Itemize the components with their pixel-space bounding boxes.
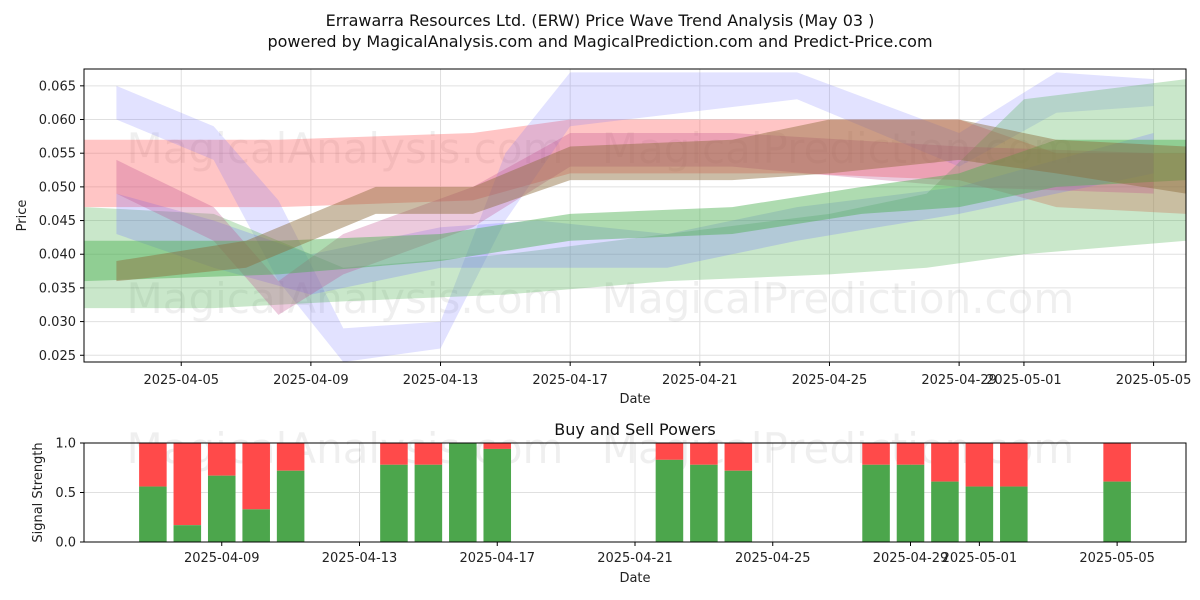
price-ytick-label: 0.035 xyxy=(39,281,76,296)
buy-bar xyxy=(965,486,994,542)
price-axes-frame xyxy=(83,68,1187,363)
signal-xtick-label: 2025-04-29 xyxy=(873,551,949,566)
signal-ytick-label: 1.0 xyxy=(55,437,76,452)
price-band-red xyxy=(84,119,1186,214)
sell-bar xyxy=(655,443,684,460)
price-xtick-label: 2025-04-09 xyxy=(273,373,349,388)
sell-bar xyxy=(931,443,959,482)
buy-bar xyxy=(276,470,305,542)
buy-bar xyxy=(655,459,684,542)
price-xtick-label: 2025-04-21 xyxy=(662,373,738,388)
sell-bar xyxy=(690,443,718,465)
price-ytick-label: 0.045 xyxy=(39,214,76,229)
sell-bar xyxy=(276,443,305,471)
signal-title: Buy and Sell Powers xyxy=(554,420,716,439)
price-band-blue xyxy=(116,72,1154,363)
price-xtick-label: 2025-04-29 xyxy=(921,373,997,388)
buy-bar xyxy=(139,486,167,542)
buy-bar xyxy=(242,509,270,542)
signal-ytick-label: 0.5 xyxy=(55,486,76,501)
buy-bar xyxy=(1103,481,1131,542)
price-xtick-label: 2025-04-17 xyxy=(532,373,608,388)
buy-bar xyxy=(414,464,443,542)
price-xtick-label: 2025-04-25 xyxy=(792,373,868,388)
price-ytick-label: 0.055 xyxy=(39,147,76,162)
sell-bar xyxy=(207,443,236,476)
buy-bar xyxy=(173,525,202,542)
watermark-text: MagicalPrediction.com xyxy=(602,274,1075,323)
sell-bar xyxy=(965,443,994,487)
price-band-brown xyxy=(116,119,1187,282)
buy-bar xyxy=(449,443,477,542)
signal-xtick-label: 2025-04-13 xyxy=(322,551,398,566)
price-ytick-label: 0.060 xyxy=(39,113,76,128)
price-yaxis-label: Price xyxy=(15,200,30,232)
chart-title: Errawarra Resources Ltd. (ERW) Price Wav… xyxy=(326,11,875,30)
price-xtick-label: 2025-04-05 xyxy=(143,373,219,388)
price-band-blue xyxy=(116,132,1154,295)
watermark-text: MagicalAnalysis.com xyxy=(127,274,564,323)
signal-xtick-label: 2025-04-25 xyxy=(735,551,811,566)
price-panel: MagicalAnalysis.com MagicalPrediction.com… xyxy=(15,68,1192,407)
price-band-magenta xyxy=(116,132,1154,315)
price-ytick-label: 0.030 xyxy=(39,315,76,330)
price-ytick-label: 0.040 xyxy=(39,248,76,263)
sell-bar xyxy=(862,443,890,465)
sell-bar xyxy=(724,443,753,471)
price-ytick-label: 0.025 xyxy=(39,349,76,364)
sell-bar xyxy=(173,443,202,526)
sell-bar xyxy=(414,443,443,465)
signal-xtick-label: 2025-04-21 xyxy=(597,551,673,566)
signal-xtick-label: 2025-04-17 xyxy=(459,551,535,566)
price-xtick-label: 2025-05-01 xyxy=(986,373,1062,388)
signal-xtick-label: 2025-04-09 xyxy=(184,551,260,566)
watermark-text: MagicalPrediction.com xyxy=(602,124,1075,173)
buy-bar xyxy=(207,475,236,542)
price-band-green xyxy=(84,79,1186,309)
buy-bar xyxy=(724,470,753,542)
signal-xtick-label: 2025-05-05 xyxy=(1079,551,1155,566)
buy-bar xyxy=(690,464,718,542)
sell-bar xyxy=(896,443,925,465)
sell-bar xyxy=(139,443,167,487)
chart-subtitle: powered by MagicalAnalysis.com and Magic… xyxy=(267,32,932,51)
buy-bar xyxy=(931,481,959,542)
price-ytick-label: 0.050 xyxy=(39,180,76,195)
sell-bar xyxy=(380,443,408,465)
signal-yaxis-label: Signal Strength xyxy=(31,442,46,542)
buy-bar xyxy=(862,464,890,542)
price-band-green xyxy=(84,139,1186,282)
sell-bar xyxy=(1000,443,1028,487)
buy-bar xyxy=(1000,486,1028,542)
signal-xaxis-label: Date xyxy=(619,571,650,586)
buy-bar xyxy=(896,464,925,542)
buy-bar xyxy=(483,448,512,542)
sell-bar xyxy=(242,443,270,510)
signal-xtick-label: 2025-05-01 xyxy=(942,551,1018,566)
buy-bar xyxy=(380,464,408,542)
price-ytick-label: 0.065 xyxy=(39,79,76,94)
sell-bar xyxy=(1103,443,1131,482)
price-xtick-label: 2025-04-13 xyxy=(403,373,479,388)
signal-ytick-label: 0.0 xyxy=(55,536,76,551)
sell-bar xyxy=(483,443,512,449)
watermark-text: MagicalAnalysis.com xyxy=(127,124,564,173)
price-xtick-label: 2025-05-05 xyxy=(1116,373,1192,388)
price-xaxis-label: Date xyxy=(619,392,650,407)
